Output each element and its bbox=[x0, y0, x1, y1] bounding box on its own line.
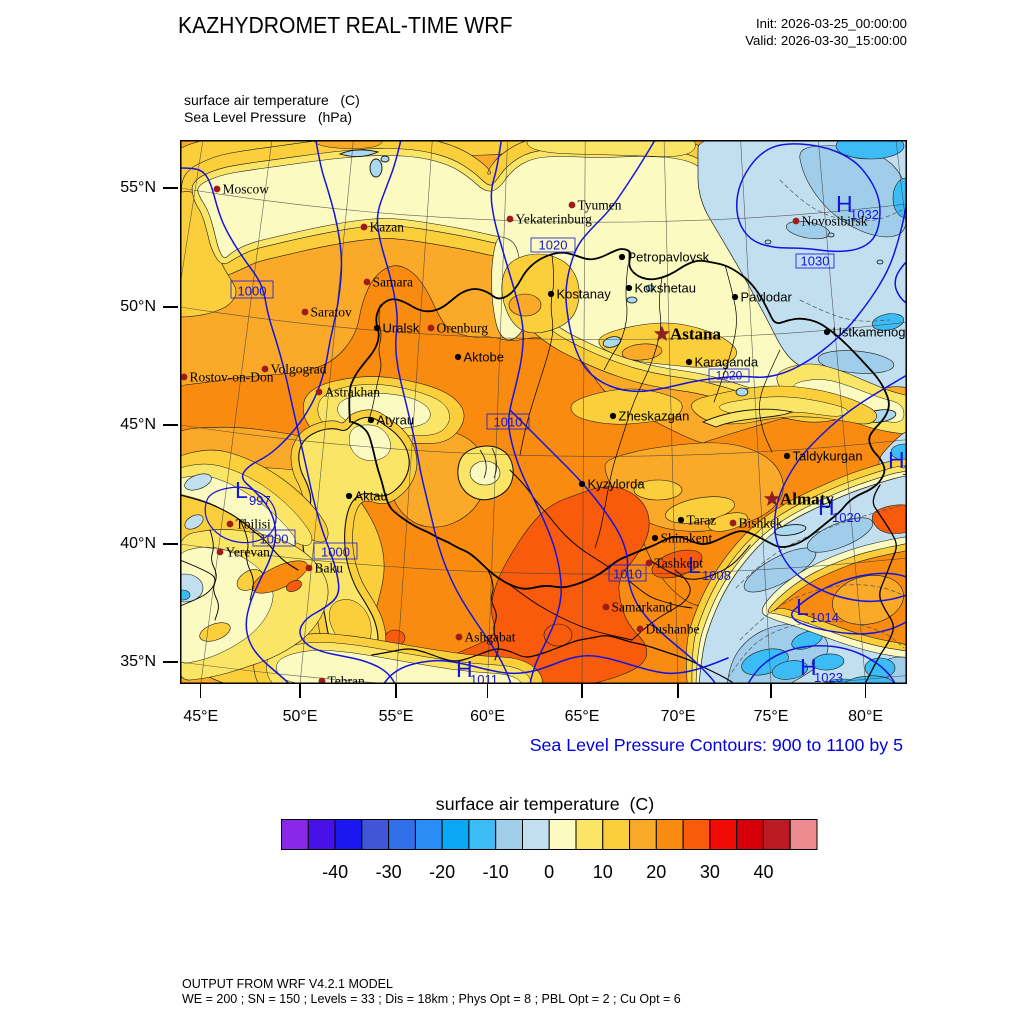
svg-text:Uralsk: Uralsk bbox=[383, 321, 420, 336]
svg-text:Aktau: Aktau bbox=[355, 489, 388, 504]
svg-text:Tbilisi: Tbilisi bbox=[236, 517, 272, 532]
svg-text:1020: 1020 bbox=[902, 463, 907, 478]
svg-text:1000: 1000 bbox=[260, 532, 289, 547]
svg-text:Aktobe: Aktobe bbox=[464, 350, 504, 365]
svg-text:997: 997 bbox=[249, 493, 271, 508]
svg-text:L: L bbox=[688, 552, 701, 578]
svg-text:1032: 1032 bbox=[850, 207, 879, 222]
svg-text:Ustkamenogorsk: Ustkamenogorsk bbox=[833, 325, 908, 340]
svg-text:Kazan: Kazan bbox=[370, 220, 405, 235]
svg-text:1010: 1010 bbox=[613, 567, 642, 582]
svg-text:Yekaterinburg: Yekaterinburg bbox=[516, 212, 593, 227]
svg-text:1030: 1030 bbox=[801, 254, 830, 269]
svg-text:Moscow: Moscow bbox=[223, 182, 270, 197]
svg-text:Taldykurgan: Taldykurgan bbox=[793, 449, 863, 464]
svg-text:Karaganda: Karaganda bbox=[695, 355, 759, 370]
svg-text:Tehran: Tehran bbox=[328, 674, 366, 685]
svg-text:1014: 1014 bbox=[810, 610, 839, 625]
svg-text:Samara: Samara bbox=[373, 275, 413, 290]
svg-text:Astana: Astana bbox=[670, 325, 722, 344]
svg-text:Taraz: Taraz bbox=[687, 513, 717, 528]
svg-text:L: L bbox=[796, 594, 809, 620]
svg-text:H: H bbox=[800, 654, 817, 680]
svg-text:L: L bbox=[235, 477, 248, 503]
svg-text:1008: 1008 bbox=[702, 568, 731, 583]
svg-text:Astrakhan: Astrakhan bbox=[325, 385, 381, 400]
svg-text:1020: 1020 bbox=[832, 510, 861, 525]
svg-text:Kostanay: Kostanay bbox=[557, 287, 612, 302]
svg-text:Tyumen: Tyumen bbox=[578, 198, 622, 213]
svg-text:Volgograd: Volgograd bbox=[271, 362, 327, 377]
svg-text:1020: 1020 bbox=[716, 369, 743, 383]
svg-text:1010: 1010 bbox=[494, 415, 523, 430]
svg-text:Orenburg: Orenburg bbox=[437, 321, 489, 336]
svg-text:Novosibirsk: Novosibirsk bbox=[802, 214, 868, 229]
svg-text:Baku: Baku bbox=[315, 561, 344, 576]
svg-text:H: H bbox=[456, 656, 473, 682]
svg-text:Kokshetau: Kokshetau bbox=[635, 281, 696, 296]
svg-text:Shimkent: Shimkent bbox=[661, 531, 713, 546]
svg-text:Kyzylorda: Kyzylorda bbox=[588, 477, 646, 492]
svg-text:Petropavlovsk: Petropavlovsk bbox=[628, 250, 710, 265]
svg-text:Samarkand: Samarkand bbox=[612, 600, 673, 615]
svg-text:1011: 1011 bbox=[470, 672, 498, 684]
svg-text:Ashgabat: Ashgabat bbox=[465, 630, 516, 645]
svg-text:Pavlodar: Pavlodar bbox=[741, 290, 793, 305]
svg-text:H: H bbox=[888, 447, 905, 473]
svg-text:1023: 1023 bbox=[814, 670, 843, 684]
svg-text:Saratov: Saratov bbox=[311, 305, 352, 320]
svg-text:Almaty: Almaty bbox=[780, 490, 834, 509]
svg-text:Tashkent: Tashkent bbox=[655, 556, 704, 571]
svg-text:Atyrau: Atyrau bbox=[377, 413, 415, 428]
svg-text:1000: 1000 bbox=[321, 545, 350, 560]
svg-text:H: H bbox=[836, 191, 853, 217]
svg-text:Zheskazgan: Zheskazgan bbox=[619, 409, 690, 424]
svg-text:Bishkek: Bishkek bbox=[739, 516, 784, 531]
svg-text:Dushanbe: Dushanbe bbox=[646, 622, 700, 637]
svg-text:Yerevan: Yerevan bbox=[226, 545, 271, 560]
svg-text:1000: 1000 bbox=[238, 284, 267, 299]
svg-text:Rostov-on-Don: Rostov-on-Don bbox=[190, 370, 274, 385]
svg-text:1020: 1020 bbox=[539, 238, 568, 253]
svg-text:H: H bbox=[818, 494, 835, 520]
